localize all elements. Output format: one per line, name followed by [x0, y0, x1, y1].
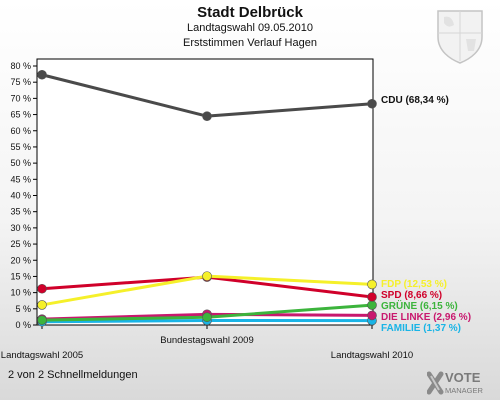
- y-tick-label: 10 %: [10, 288, 31, 298]
- chart-title: Stadt Delbrück: [197, 4, 303, 21]
- y-tick-label: 70 %: [10, 93, 31, 103]
- x-tick-label: Landtagswahl 2010: [331, 350, 413, 361]
- data-point-cdu: [37, 69, 47, 80]
- data-point-spd: [37, 283, 47, 294]
- svg-text:VOTE: VOTE: [445, 370, 481, 385]
- report-count-note: 2 von 2 Schnellmeldungen: [8, 369, 138, 381]
- y-tick-label: 35 %: [10, 207, 31, 217]
- y-tick-label: 25 %: [10, 239, 31, 249]
- series-label-spd: SPD (8,66 %): [381, 290, 442, 301]
- series-lines: [37, 69, 377, 327]
- y-tick-label: 15 %: [10, 271, 31, 281]
- chart-subtitle: Landtagswahl 09.05.2010: [187, 22, 313, 34]
- y-tick-label: 60 %: [10, 126, 31, 136]
- x-axis: Landtagswahl 2005 Bundestagswahl 2009 Land…: [1, 325, 413, 361]
- vote-manager-logo: VOTE MANAGER: [427, 370, 484, 395]
- series-labels: CDU (68,34 %) FDP (12,53 %)SPD (8,66 %)GR…: [381, 95, 471, 334]
- series-label-cdu: CDU (68,34 %): [381, 95, 449, 106]
- y-tick-label: 30 %: [10, 223, 31, 233]
- y-tick-label: 20 %: [10, 255, 31, 265]
- y-tick-label: 0 %: [15, 320, 31, 330]
- y-tick-label: 50 %: [10, 158, 31, 168]
- y-tick-label: 55 %: [10, 142, 31, 152]
- data-point-fdp: [202, 271, 212, 281]
- data-point-spd: [367, 292, 377, 302]
- y-tick-label: 5 %: [15, 304, 31, 314]
- data-point-gr-ne: [367, 300, 377, 310]
- series-label-fdp: FDP (12,53 %): [381, 279, 447, 290]
- series-label-gr-ne: GRÜNE (6,15 %): [381, 299, 458, 312]
- data-point-fdp: [367, 279, 377, 290]
- chart-subtitle-detail: Erststimmen Verlauf Hagen: [183, 37, 317, 49]
- data-point-cdu: [367, 98, 377, 109]
- x-tick-label: Landtagswahl 2005: [1, 350, 83, 361]
- svg-text:MANAGER: MANAGER: [445, 386, 484, 395]
- series-label-familie: FAMILIE (1,37 %): [381, 323, 461, 334]
- x-tick-label: Bundestagswahl 2009: [160, 335, 254, 346]
- y-tick-label: 75 %: [10, 77, 31, 87]
- data-point-gr-ne: [202, 312, 212, 323]
- data-point-cdu: [202, 111, 212, 121]
- coat-of-arms-icon: [437, 10, 483, 64]
- data-point-gr-ne: [37, 315, 47, 325]
- y-tick-label: 40 %: [10, 191, 31, 201]
- y-axis: 0 % 5 % 10 % 15 % 20 % 25 % 30 % 35 % 40 % 45 % 50…: [10, 61, 37, 330]
- series-label-die-linke: DIE LINKE (2,96 %): [381, 312, 471, 323]
- data-point-fdp: [37, 300, 47, 310]
- y-tick-label: 45 %: [10, 174, 31, 184]
- y-tick-label: 65 %: [10, 110, 31, 120]
- data-point-die-linke: [367, 310, 377, 321]
- y-tick-label: 80 %: [10, 61, 31, 71]
